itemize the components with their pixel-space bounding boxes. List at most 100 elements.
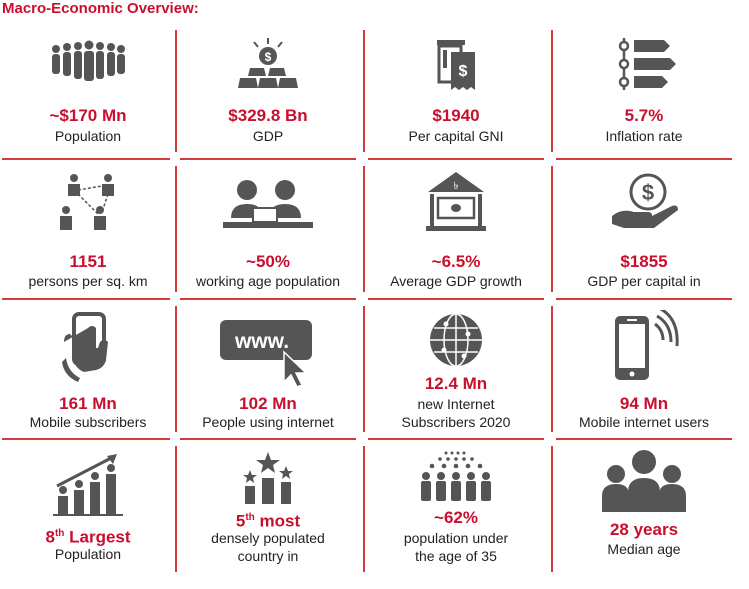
divider [175,306,177,432]
tile-label: population under [403,530,509,546]
page-title: Macro-Economic Overview: [2,0,199,17]
tile-value: 161 Mn [59,394,117,413]
divider [556,438,732,440]
divider [180,158,356,160]
growth-bars-icon [53,450,123,521]
divider [175,30,177,152]
divider [556,298,732,300]
tile-population-rank: 8th Largest Population [0,446,176,576]
tile-label: Population [54,128,122,144]
tile-value: 28 years [609,520,679,539]
tile-value: 94 Mn [619,394,669,413]
divider [368,298,544,300]
divider [363,306,365,432]
tile-label: the age of 35 [415,548,497,564]
tile-label: GDP [252,128,284,144]
tile-internet-users: www. 102 Mn People using internet [180,306,356,436]
group-icon [416,450,496,509]
divider [175,446,177,572]
tile-new-internet: 12.4 Mn new Internet Subscribers 2020 [368,306,544,436]
divider [363,30,365,152]
divider [551,30,553,152]
tile-value: ~$170 Mn [49,106,127,125]
phone-signal-icon [609,306,679,387]
network-people-icon [56,172,120,237]
tile-label: densely populated [211,530,325,546]
divider [2,438,170,440]
bank-note-house-icon: ৳ [424,170,488,237]
divider [180,438,356,440]
gold-bars-icon: $ [236,36,300,97]
tile-label: GDP per capital in [587,273,701,289]
tile-label: Subscribers 2020 [401,414,511,430]
receipt-icon: $ [431,38,481,99]
tile-value: 8th Largest [0,524,176,548]
tile-population: ~$170 Mn Population [0,30,176,155]
tile-value: 12.4 Mn [424,374,488,393]
globe-icon [426,310,486,375]
divider [2,298,170,300]
rank-suffix: th [245,512,255,523]
divider [2,158,170,160]
tile-mobile-internet: 94 Mn Mobile internet users [556,306,732,436]
divider [556,158,732,160]
rank-suffix: th [54,528,65,539]
tile-mobile-subscribers: 161 Mn Mobile subscribers [0,306,176,436]
divider [368,438,544,440]
tile-value: 102 Mn [239,394,297,413]
tile-label: new Internet [417,396,495,412]
www-cursor-icon: www. [218,318,318,393]
tile-label: working age population [196,273,340,289]
tile-value: ~50% [246,252,290,271]
rank-number: 5 [235,511,246,531]
tile-label: country in [237,548,299,564]
tile-value: $329.8 Bn [228,106,308,125]
rank-text: Largest [64,527,131,547]
tile-working-age: ~50% working age population [180,166,356,296]
tile-median-age: 28 years Median age [556,446,732,576]
tile-label: Per capital GNI [408,128,504,144]
divider [180,298,356,300]
star-podium-icon [240,450,296,511]
smartphone-hand-icon [60,312,116,389]
svg-text:$: $ [642,180,654,205]
divider [551,446,553,572]
tile-value: 5.7% [624,106,664,125]
workers-icon [223,178,313,239]
rank-number: 8 [45,527,55,547]
tile-label: persons per sq. km [28,273,148,289]
tile-inflation: 5.7% Inflation rate [556,30,732,155]
tile-value: $1855 [620,252,668,271]
tile-value: ~62% [434,508,478,527]
svg-text:$: $ [459,63,468,80]
divider [551,166,553,292]
tile-label: Average GDP growth [390,273,522,289]
divider [175,166,177,292]
tile-density: 1151 persons per sq. km [0,166,176,296]
team-icon [600,448,688,519]
tile-label: Population [54,546,122,562]
tile-gni: $ $1940 Per capital GNI [368,30,544,155]
tile-label: People using internet [202,414,334,430]
hand-coin-icon: $ [608,172,680,237]
svg-text:৳: ৳ [454,181,459,192]
rank-text: most [254,511,301,531]
tile-label: Mobile subscribers [29,414,147,430]
divider [368,158,544,160]
divider [551,306,553,432]
tile-density-rank: 5th most densely populated country in [180,446,356,576]
tile-label: Inflation rate [605,128,683,144]
tile-value: ~6.5% [431,252,481,271]
tile-value: $1940 [432,106,480,125]
tile-label: Median age [607,541,681,557]
timeline-icon [612,36,676,97]
divider [363,166,365,292]
tile-gdp-growth: ৳ ~6.5% Average GDP growth [368,166,544,296]
svg-text:$: $ [265,50,272,64]
divider [363,446,365,572]
svg-text:www.: www. [234,330,289,353]
tile-gdp-per-capita: $ $1855 GDP per capital in [556,166,732,296]
tile-label: Mobile internet users [579,414,709,430]
crowd-icon [48,40,128,95]
tile-value: 1151 [69,252,107,271]
